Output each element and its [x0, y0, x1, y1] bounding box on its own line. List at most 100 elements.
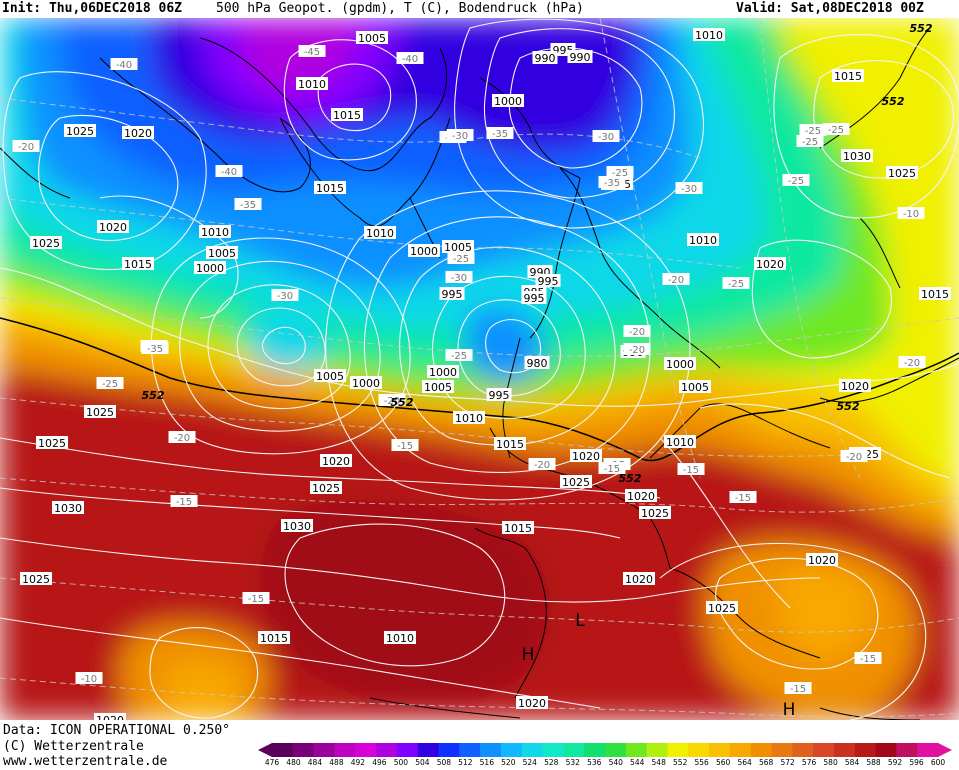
temperature-label: -25 [782, 174, 810, 187]
svg-text:-25: -25 [453, 254, 469, 265]
svg-text:1010: 1010 [201, 226, 229, 239]
svg-text:1020: 1020 [572, 450, 600, 463]
colorscale-segment [272, 743, 294, 757]
temperature-label: -20 [12, 140, 40, 153]
high-pressure-center: H [522, 645, 535, 665]
isobar-label: 1025 [30, 236, 62, 250]
colorscale-segment [417, 743, 439, 757]
colorscale-tick-label: 552 [673, 758, 688, 767]
map-footer: Data: ICON OPERATIONAL 0.250° (C) Wetter… [0, 720, 959, 770]
colorscale-segment [292, 743, 315, 757]
svg-text:1000: 1000 [352, 377, 380, 390]
isobar-label: 1010 [687, 233, 719, 247]
svg-text:1010: 1010 [455, 412, 483, 425]
svg-text:1000: 1000 [494, 95, 522, 108]
colorscale-left-arrow [258, 743, 272, 757]
svg-text:-30: -30 [598, 132, 614, 143]
colorscale-segment [334, 743, 356, 757]
isobar-label: 1005 [206, 246, 238, 260]
isobar-label: 995 [535, 274, 561, 288]
colorscale-tick-label: 568 [758, 758, 774, 767]
isobar-label: 980 [524, 356, 550, 370]
svg-text:-10: -10 [81, 674, 97, 685]
svg-text:1010: 1010 [298, 78, 326, 91]
isobar-label: 1015 [494, 437, 526, 451]
svg-text:1020: 1020 [99, 221, 127, 234]
svg-text:-45: -45 [304, 47, 320, 58]
svg-text:-30: -30 [451, 273, 467, 284]
temperature-label: -10 [897, 207, 925, 220]
isobar-label: 1015 [331, 108, 363, 122]
colorscale-segment [396, 743, 419, 757]
svg-text:-25: -25 [788, 176, 804, 187]
isobar-label: 1010 [199, 225, 231, 239]
isobar-label: 1030 [281, 519, 313, 533]
svg-text:-20: -20 [629, 345, 645, 356]
svg-text:1020: 1020 [756, 258, 784, 271]
colorscale-segment [917, 743, 939, 757]
isobar-label: 1000 [664, 357, 696, 371]
temperature-label: -15 [784, 682, 812, 695]
temperature-label: -20 [840, 450, 868, 463]
svg-text:1025: 1025 [86, 406, 114, 419]
svg-text:1030: 1030 [843, 150, 871, 163]
svg-text:1015: 1015 [834, 70, 862, 83]
svg-text:1010: 1010 [366, 227, 394, 240]
svg-text:1005: 1005 [444, 241, 472, 254]
map-labels: 1005 1010 1015 1025 1020 1025 1015 1010 1005 1000… [12, 22, 951, 720]
temperature-label: -35 [598, 176, 626, 189]
temperature-label: -40 [215, 165, 243, 178]
552-gpdm-contour [0, 317, 959, 462]
weather-map-canvas: 1005 1010 1015 1025 1020 1025 1015 1010 1005 1000… [0, 18, 959, 720]
isobar-label: 1005 [314, 369, 346, 383]
isobar-label: 1010 [693, 28, 725, 42]
svg-text:-30: -30 [452, 131, 468, 142]
isobar-label: 1015 [122, 257, 154, 271]
svg-text:995: 995 [442, 288, 463, 301]
svg-text:-15: -15 [860, 654, 876, 665]
svg-text:-35: -35 [240, 200, 256, 211]
svg-text:990: 990 [570, 51, 591, 64]
isobar-label: 1000 [194, 261, 226, 275]
svg-text:-20: -20 [629, 327, 645, 338]
svg-text:-25: -25 [102, 379, 118, 390]
svg-text:-25: -25 [802, 137, 818, 148]
copyright-text: (C) Wetterzentrale [3, 738, 144, 754]
svg-text:1025: 1025 [708, 602, 736, 615]
svg-text:1025: 1025 [38, 437, 66, 450]
isobar-label: 1000 [350, 376, 382, 390]
isobar-label: 1000 [427, 365, 459, 379]
temperature-label: -15 [170, 495, 198, 508]
temperature-label: -20 [528, 458, 556, 471]
geopotential-label: 552 [837, 400, 860, 413]
colorscale-segment [729, 743, 752, 757]
isobar-label: 1025 [310, 481, 342, 495]
colorscale-tick-label: 584 [844, 758, 860, 767]
svg-text:1000: 1000 [410, 245, 438, 258]
colorscale-tick-label: 488 [329, 758, 344, 767]
svg-text:-15: -15 [248, 594, 264, 605]
geopotential-label: 552 [882, 95, 905, 108]
temperature-label: -20 [378, 394, 406, 407]
colorscale-tick-label: 572 [780, 758, 795, 767]
svg-text:-20: -20 [18, 142, 34, 153]
isobar-label: 1015 [919, 287, 951, 301]
isobar-label: 1020 [516, 696, 548, 710]
website-url-text[interactable]: www.wetterzentrale.de [3, 754, 168, 769]
svg-text:-35: -35 [492, 129, 508, 140]
svg-text:-20: -20 [904, 358, 920, 369]
isobar-label: 1000 [492, 94, 524, 108]
temperature-label: -25 [606, 166, 634, 179]
temperature-label: -15 [854, 652, 882, 665]
colorscale-segment [646, 743, 668, 757]
svg-text:1030: 1030 [54, 502, 82, 515]
svg-text:-25: -25 [612, 168, 628, 179]
colorscale-tick-label: 576 [801, 758, 817, 767]
colorscale-segment [896, 743, 918, 757]
colorscale-segment [542, 743, 564, 757]
map-header: Init: Thu,06DEC2018 06Z 500 hPa Geopot. … [0, 0, 959, 18]
isobar-label: 1010 [384, 631, 416, 645]
isobar-label: 1020 [97, 220, 129, 234]
isobar-label: 1025 [20, 572, 52, 586]
isobar-label: 1025 [64, 124, 96, 138]
